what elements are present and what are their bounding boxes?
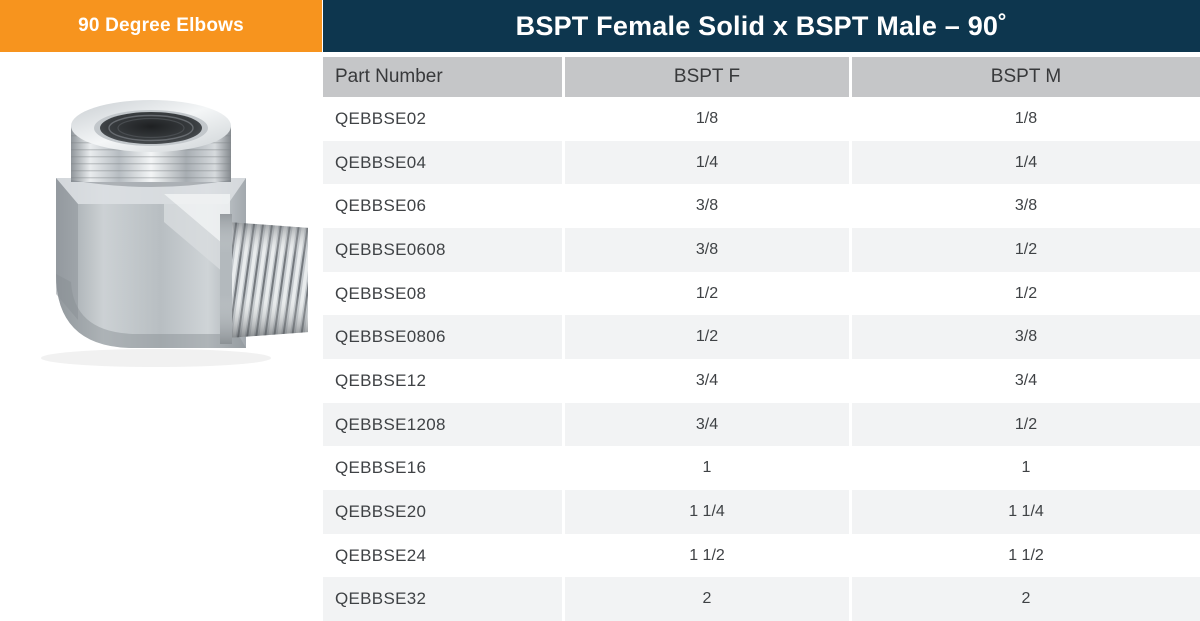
table-body: QEBBSE02 1/8 1/8 QEBBSE04 1/4 1/4 QEBBSE06 3/8 3… [323,97,1200,621]
cell-part-number: QEBBSE08 [323,271,562,316]
cell-bspt-m: 1 [849,446,1200,491]
cell-bspt-m: 1/4 [849,140,1200,185]
cell-bspt-m: 3/8 [849,184,1200,229]
cell-bspt-f: 3/8 [562,228,849,272]
cell-bspt-f: 1 1/2 [562,533,849,578]
table-row: QEBBSE02 1/8 1/8 [323,97,1200,141]
page-title: BSPT Female Solid x BSPT Male – 90˚ [515,10,1008,41]
table-header-row: Part Number BSPT F BSPT M [323,57,1200,97]
cell-bspt-m: 1/2 [849,402,1200,447]
elbow-fitting-image [41,100,308,367]
cell-bspt-f: 1/4 [562,140,849,185]
product-image-pane [0,52,322,621]
category-banner-label: 90 Degree Elbows [78,15,244,36]
spec-table: Part Number BSPT F BSPT M QEBBSE02 1/8 1/8… [323,57,1200,621]
cell-bspt-m: 3/4 [849,359,1200,403]
category-banner: 90 Degree Elbows [0,0,322,52]
cell-bspt-m: 1/2 [849,228,1200,272]
cell-bspt-f: 1 [562,446,849,491]
cell-part-number: QEBBSE1208 [323,402,562,447]
table-row: QEBBSE08 1/2 1/2 [323,271,1200,316]
cell-part-number: QEBBSE12 [323,359,562,403]
cell-part-number: QEBBSE04 [323,140,562,185]
table-row: QEBBSE20 1 1/4 1 1/4 [323,490,1200,534]
column-header-part-number: Part Number [323,57,562,97]
table-row: QEBBSE24 1 1/2 1 1/2 [323,533,1200,578]
column-header-bspt-m: BSPT M [849,57,1200,97]
table-row: QEBBSE06 3/8 3/8 [323,184,1200,229]
table-row: QEBBSE0608 3/8 1/2 [323,228,1200,272]
cell-bspt-f: 1/8 [562,97,849,141]
cell-bspt-f: 1/2 [562,271,849,316]
table-row: QEBBSE12 3/4 3/4 [323,359,1200,403]
cell-part-number: QEBBSE32 [323,577,562,621]
cell-part-number: QEBBSE16 [323,446,562,491]
page-title-banner: BSPT Female Solid x BSPT Male – 90˚ [323,0,1200,52]
cell-bspt-m: 1 1/2 [849,533,1200,578]
table-row: QEBBSE16 1 1 [323,446,1200,491]
cell-bspt-m: 1/8 [849,97,1200,141]
cell-part-number: QEBBSE20 [323,490,562,534]
cell-part-number: QEBBSE06 [323,184,562,229]
cell-bspt-f: 3/4 [562,402,849,447]
cell-bspt-f: 3/4 [562,359,849,403]
cell-part-number: QEBBSE0806 [323,315,562,360]
cell-bspt-m: 1 1/4 [849,490,1200,534]
cell-bspt-f: 2 [562,577,849,621]
cell-bspt-m: 2 [849,577,1200,621]
table-row: QEBBSE32 2 2 [323,577,1200,621]
cell-bspt-m: 1/2 [849,271,1200,316]
column-header-bspt-f: BSPT F [562,57,849,97]
cell-part-number: QEBBSE0608 [323,228,562,272]
cell-bspt-f: 3/8 [562,184,849,229]
table-row: QEBBSE0806 1/2 3/8 [323,315,1200,360]
cell-bspt-f: 1/2 [562,315,849,360]
cell-part-number: QEBBSE24 [323,533,562,578]
cell-bspt-f: 1 1/4 [562,490,849,534]
table-row: QEBBSE1208 3/4 1/2 [323,402,1200,447]
cell-part-number: QEBBSE02 [323,97,562,141]
cell-bspt-m: 3/8 [849,315,1200,360]
table-row: QEBBSE04 1/4 1/4 [323,140,1200,185]
